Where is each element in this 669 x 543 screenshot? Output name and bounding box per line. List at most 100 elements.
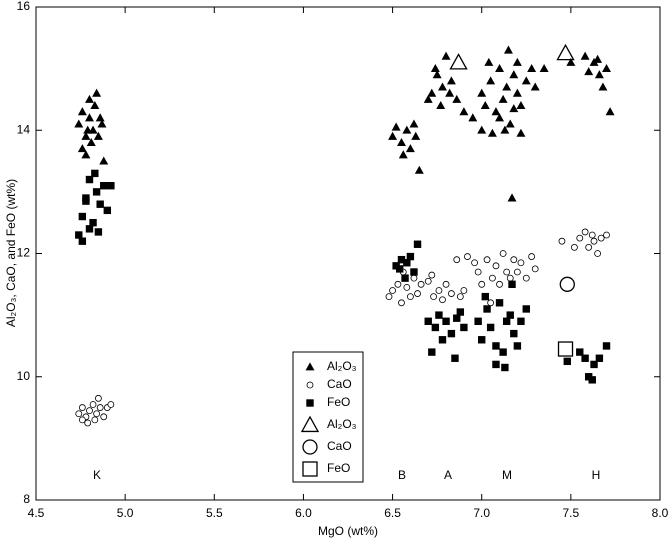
legend-label: CaO xyxy=(327,439,352,453)
point xyxy=(588,376,596,384)
point xyxy=(451,354,459,362)
point xyxy=(103,206,112,215)
point xyxy=(510,256,518,264)
point xyxy=(468,113,478,122)
point xyxy=(403,283,411,291)
legend-label: Al₂O₃ xyxy=(327,417,357,431)
point xyxy=(492,262,500,270)
point xyxy=(86,137,96,147)
point xyxy=(517,259,525,267)
legend-label: Al₂O₃ xyxy=(327,359,357,373)
y-tick-label: 12 xyxy=(17,246,31,260)
point xyxy=(389,287,396,294)
point xyxy=(92,88,102,97)
point xyxy=(602,64,611,73)
point xyxy=(428,348,436,356)
point xyxy=(85,113,94,122)
x-tick-label: 5.5 xyxy=(206,506,223,520)
point xyxy=(566,57,576,66)
y-tick-label: 10 xyxy=(17,369,31,383)
point xyxy=(81,131,91,140)
point xyxy=(516,128,526,137)
point xyxy=(90,100,100,110)
x-tick-label: 5.0 xyxy=(117,506,134,520)
point xyxy=(598,82,608,91)
point xyxy=(499,250,507,257)
y-tick-label: 14 xyxy=(17,122,31,136)
point xyxy=(398,299,405,307)
point xyxy=(77,144,87,153)
point xyxy=(602,342,611,350)
point xyxy=(410,274,418,282)
point xyxy=(436,100,446,110)
point xyxy=(438,336,447,344)
point xyxy=(453,256,461,264)
legend-swatch xyxy=(300,415,320,433)
point xyxy=(593,54,603,63)
point xyxy=(603,231,610,239)
point xyxy=(432,70,442,79)
point xyxy=(435,311,443,319)
point xyxy=(459,107,469,116)
point xyxy=(477,88,487,97)
point xyxy=(558,237,566,245)
cluster-label: K xyxy=(93,468,101,482)
point xyxy=(424,277,432,285)
point xyxy=(78,416,86,424)
point xyxy=(605,107,615,116)
point xyxy=(96,404,104,411)
point xyxy=(88,125,98,134)
point xyxy=(513,268,521,276)
cluster-label: B xyxy=(398,468,406,482)
point xyxy=(491,107,501,116)
point xyxy=(499,348,507,356)
point xyxy=(492,360,500,369)
point xyxy=(452,94,462,103)
point xyxy=(448,290,455,297)
point xyxy=(456,293,464,301)
point xyxy=(449,53,468,70)
point xyxy=(439,296,446,304)
point xyxy=(581,354,589,362)
point xyxy=(516,100,526,110)
point xyxy=(92,188,101,196)
point xyxy=(487,299,495,307)
point xyxy=(484,57,494,66)
point xyxy=(594,250,601,257)
point xyxy=(471,259,478,267)
point xyxy=(100,182,108,190)
point xyxy=(398,150,408,159)
point xyxy=(413,240,422,248)
point xyxy=(442,317,450,325)
point xyxy=(78,237,87,245)
point xyxy=(453,314,461,322)
point xyxy=(94,228,103,236)
point xyxy=(581,228,589,236)
point xyxy=(95,394,102,402)
point xyxy=(590,360,598,369)
point xyxy=(435,287,443,294)
point xyxy=(85,225,94,233)
point xyxy=(93,410,101,418)
point xyxy=(502,82,512,91)
point xyxy=(557,341,574,357)
point xyxy=(510,329,518,338)
y-tick-label: 16 xyxy=(17,0,31,13)
x-tick-label: 7.5 xyxy=(563,506,580,520)
point xyxy=(480,100,490,110)
point xyxy=(438,82,447,91)
x-tick-label: 6.0 xyxy=(295,506,312,520)
point xyxy=(417,280,425,288)
point xyxy=(75,231,83,239)
point xyxy=(93,131,103,140)
point xyxy=(503,268,511,276)
point xyxy=(474,268,482,276)
point xyxy=(507,193,517,202)
point xyxy=(563,357,571,366)
y-tick-label: 8 xyxy=(23,492,30,506)
point xyxy=(508,280,516,289)
point xyxy=(580,51,590,60)
x-axis-label: MgO (wt%) xyxy=(318,524,378,538)
point xyxy=(506,274,514,282)
point xyxy=(486,323,495,332)
